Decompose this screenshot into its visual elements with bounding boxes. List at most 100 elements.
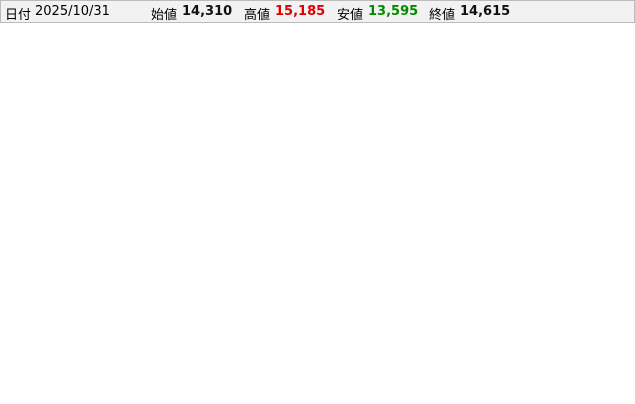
legend-box	[2, 262, 98, 277]
volume-bar	[414, 373, 418, 389]
candle-body	[449, 185, 454, 188]
candle-body	[515, 158, 520, 163]
volume-bar	[219, 381, 224, 389]
candle-body	[95, 240, 100, 243]
low-label: 安値	[337, 8, 364, 23]
candle-body	[166, 238, 171, 241]
candle-body	[497, 163, 502, 169]
volume-bar	[533, 375, 537, 389]
y-tick-label: 16000	[602, 34, 635, 47]
candle-body	[422, 201, 427, 204]
volume-bar	[383, 375, 387, 389]
volume-bar	[29, 377, 34, 389]
candle-body	[64, 250, 69, 254]
annotation-value: 6655	[194, 210, 222, 223]
high-value: 15,185	[275, 4, 326, 19]
candle-body	[276, 229, 281, 232]
candle-body	[458, 183, 463, 186]
high-label: 高値	[244, 8, 271, 23]
annotation-value: 6064	[216, 240, 244, 253]
volume-bar	[171, 380, 175, 389]
volume-bar	[246, 381, 250, 389]
candle-body	[246, 232, 250, 235]
volume-bar	[109, 382, 113, 389]
candle-body	[25, 259, 29, 262]
volume-bar	[325, 381, 330, 389]
legend-box	[2, 290, 98, 305]
candle-body	[33, 258, 38, 261]
candle-body	[38, 257, 43, 260]
volume-bar	[401, 361, 405, 389]
date: 2025/10/31	[35, 4, 110, 19]
volume-bar	[308, 380, 312, 389]
ma-line	[26, 195, 558, 272]
candle-body	[480, 173, 485, 179]
volume-bar	[418, 376, 422, 389]
date-label: 日付	[5, 8, 32, 23]
candle-body	[250, 233, 255, 235]
candle-body	[360, 214, 365, 217]
candle-body	[453, 184, 458, 188]
candle-body	[60, 252, 65, 255]
annotation-value: 6073	[75, 222, 103, 235]
candle-body	[175, 237, 180, 239]
candle-body	[232, 234, 237, 238]
candle-body	[206, 227, 211, 231]
volume-bar	[343, 373, 347, 389]
candle-body	[197, 230, 202, 234]
candle-body	[475, 177, 480, 183]
volume-bar	[295, 379, 299, 389]
annotation-value: 15185	[540, 41, 575, 54]
candle-body	[42, 257, 47, 260]
volume-bar	[551, 348, 555, 389]
volume-bar	[334, 378, 338, 389]
volume-bar	[387, 367, 392, 389]
candle-body	[139, 240, 144, 243]
volume-bar	[516, 373, 520, 389]
candle-body	[126, 241, 131, 244]
candle-body	[104, 241, 109, 244]
volume-bar	[303, 378, 308, 389]
candle-body	[312, 221, 317, 224]
candle-body	[201, 229, 206, 232]
candle-body	[219, 231, 224, 235]
candle-body	[533, 158, 538, 162]
x-tick-label: 8	[280, 304, 287, 317]
volume-bar	[409, 369, 414, 389]
volume-bar	[259, 380, 263, 389]
candle-body	[299, 224, 303, 227]
volume-bar	[87, 374, 91, 389]
volume-bar	[546, 337, 551, 389]
volume-bar	[131, 380, 135, 389]
volume-bar	[538, 366, 542, 389]
candle-body	[117, 243, 122, 245]
volume-bar	[127, 382, 131, 389]
legend-name: MA(75)	[5, 293, 41, 304]
annotation-date: 7/8	[199, 198, 217, 211]
candle-body	[135, 241, 140, 243]
volume-bar	[144, 379, 148, 389]
annotation-date: 7/15	[218, 252, 243, 265]
legend-value: 8,189.79	[50, 293, 95, 304]
y-tick-label: 10000	[602, 153, 635, 166]
candle-body	[551, 90, 555, 96]
candle-body	[555, 68, 560, 76]
candle-body	[228, 235, 233, 238]
candle-body	[188, 234, 193, 237]
x-tick-label: 7	[183, 304, 190, 317]
volume-bar	[25, 381, 29, 389]
candle-body	[334, 217, 339, 219]
y-tick-label: 400	[604, 362, 625, 375]
volume-bar	[202, 377, 206, 389]
candle-body	[396, 209, 401, 213]
volume-bar	[51, 381, 56, 389]
candle-body	[69, 248, 74, 252]
candle-body	[374, 218, 379, 221]
volume-bar	[529, 372, 533, 389]
volume-bar	[113, 381, 117, 389]
candle-body	[268, 230, 273, 233]
volume-bar	[215, 378, 219, 389]
volume-bar	[396, 374, 400, 389]
candle-body	[294, 224, 299, 228]
